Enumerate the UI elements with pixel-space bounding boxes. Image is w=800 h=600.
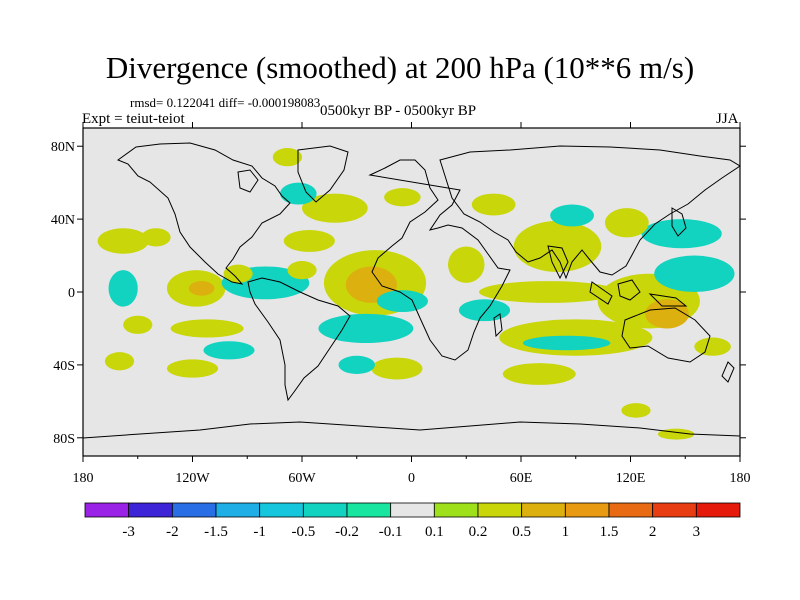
contour-region	[479, 281, 618, 303]
coastline-new-guinea	[648, 293, 688, 307]
colorbar-swatch	[433, 502, 479, 518]
colorbar-label: 1	[562, 524, 570, 540]
colorbar-swatch	[477, 502, 523, 518]
y-tick-label: 80N	[51, 140, 75, 155]
contour-region	[621, 403, 651, 418]
stats-label: rmsd= 0.122041 diff= -0.000198083	[130, 95, 321, 110]
contour-region	[522, 335, 611, 351]
colorbar-swatch	[346, 502, 392, 518]
coastline-australia	[621, 307, 711, 363]
contour-region	[188, 281, 215, 296]
colorbar-swatch	[564, 502, 610, 518]
coastline-south-america	[247, 277, 351, 402]
contour-region	[641, 219, 722, 249]
coastline-new-zealand	[721, 361, 735, 383]
x-tick-label: 60E	[510, 471, 533, 486]
coastline-europe-africa	[368, 159, 511, 361]
colorbar-swatch	[390, 502, 435, 518]
colorbar-label: 0.5	[512, 524, 531, 540]
contour-region	[104, 352, 135, 371]
colorbar-label: -0.5	[291, 524, 315, 540]
coastline-hudson-bay	[237, 169, 259, 193]
contour-region	[645, 299, 689, 329]
x-tick-label: 120E	[616, 471, 646, 486]
contour-region	[287, 261, 317, 280]
y-tick-label: 40S	[53, 359, 75, 374]
colorbar-label: -0.2	[335, 524, 359, 540]
colorbar-swatch	[215, 502, 261, 518]
colorbar-label: 1.5	[600, 524, 619, 540]
contour-region	[371, 357, 423, 380]
colorbar-swatch	[171, 502, 217, 518]
coastline-india	[547, 245, 569, 280]
colorbar-swatch	[128, 502, 173, 518]
contour-region	[97, 228, 149, 254]
colorbar-label: -1.5	[204, 524, 228, 540]
contour-region	[170, 319, 244, 338]
x-tick-label: 180	[73, 471, 94, 486]
contour-region	[302, 193, 368, 223]
x-tick-label: 120W	[175, 471, 210, 486]
colorbar-swatch	[652, 502, 697, 518]
contour-region	[280, 182, 317, 205]
y-tick-label: 40N	[51, 213, 75, 228]
colorbar-label: 0.1	[425, 524, 444, 540]
experiment-label: Expt = teiut-teiot	[82, 111, 185, 127]
chart-title: Divergence (smoothed) at 200 hPa (10**6 …	[105, 50, 695, 85]
contour-region	[458, 299, 511, 322]
season-label: JJA	[716, 111, 739, 127]
contour-region	[318, 313, 414, 344]
colorbar-swatch	[84, 502, 130, 518]
contour-region	[694, 337, 731, 356]
colorbar-swatch	[695, 502, 741, 518]
contour-region	[502, 363, 576, 385]
colorbar-swatch	[302, 502, 348, 518]
y-tick-label: 80S	[53, 432, 75, 447]
x-tick-label: 180	[730, 471, 751, 486]
contour-region	[141, 228, 171, 247]
contour-region	[283, 230, 335, 252]
coastline-north-america	[116, 142, 291, 285]
contour-region	[272, 148, 302, 167]
colorbar-swatch	[521, 502, 566, 518]
period-label: 0500kyr BP - 0500kyr BP	[320, 103, 477, 119]
contour-region	[166, 359, 219, 378]
x-tick-label: 0	[408, 471, 415, 486]
contour-region	[604, 208, 649, 238]
colorbar-label: -0.1	[379, 524, 403, 540]
colorbar-label: -1	[253, 524, 266, 540]
colorbar-label: 2	[649, 524, 657, 540]
contour-region	[108, 270, 138, 307]
colorbar-swatch	[259, 502, 304, 518]
contour-region	[338, 355, 375, 374]
coastlines	[83, 142, 740, 439]
colorbar-swatch	[608, 502, 654, 518]
contour-region	[384, 188, 421, 207]
coastline-greenland	[297, 145, 349, 203]
colorbar-label: -2	[166, 524, 179, 540]
contour-region	[123, 315, 153, 334]
coastline-borneo	[617, 279, 641, 301]
contour-region	[513, 220, 602, 272]
colorbar-label: 0.2	[469, 524, 488, 540]
coastline-madagascar	[493, 313, 503, 338]
contour-region	[550, 204, 594, 227]
colorbar-label: -3	[122, 524, 135, 540]
coastline-japan	[671, 207, 687, 237]
coastline-asia	[439, 145, 740, 280]
contour-region	[223, 264, 253, 283]
y-tick-label: 0	[68, 286, 75, 301]
colorbar-label: 3	[693, 524, 701, 540]
coastline-antarctica	[83, 421, 740, 439]
contour-region	[448, 246, 485, 283]
contour-region	[203, 341, 255, 360]
contour-region	[471, 193, 516, 216]
x-tick-label: 60W	[288, 471, 316, 486]
contour-region	[654, 255, 735, 292]
coastline-sumatra	[589, 281, 613, 305]
